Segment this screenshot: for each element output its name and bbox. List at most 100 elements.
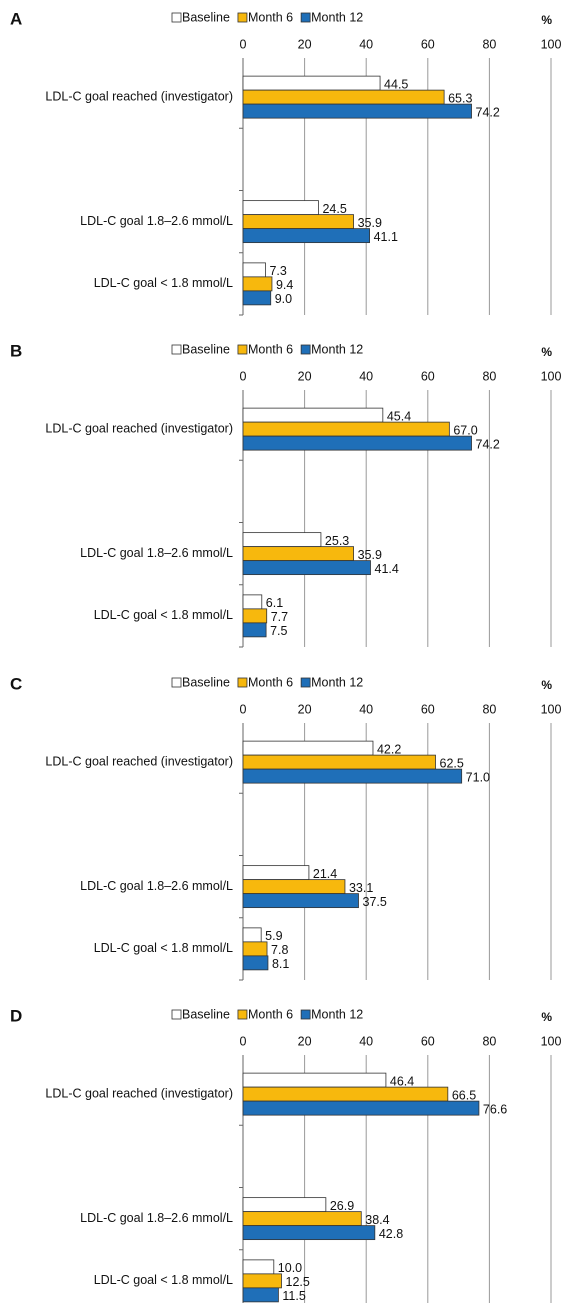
x-tick-label: 100 — [541, 1034, 562, 1048]
value-label: 11.5 — [282, 1289, 305, 1303]
bar — [242, 1100, 480, 1116]
bar — [242, 1211, 362, 1227]
value-label: 35.9 — [358, 548, 382, 562]
value-label: 7.7 — [271, 610, 288, 624]
value-label: 74.2 — [476, 105, 500, 119]
x-tick-label: 20 — [298, 37, 312, 51]
value-label: 46.4 — [390, 1074, 414, 1088]
category-label: LDL-C goal < 1.8 mmol/L — [94, 608, 233, 622]
category-label: LDL-C goal reached (investigator) — [45, 1086, 233, 1100]
category-label: LDL-C goal 1.8–2.6 mmol/L — [80, 879, 233, 893]
category-label: LDL-C goal < 1.8 mmol/L — [94, 941, 233, 955]
axis-unit: % — [541, 345, 552, 359]
panel-label: B — [10, 341, 22, 360]
x-tick-label: 20 — [298, 702, 312, 716]
value-label: 10.0 — [278, 1261, 302, 1275]
axis-unit: % — [541, 1010, 552, 1024]
x-tick-label: 0 — [240, 702, 247, 716]
category-label: LDL-C goal reached (investigator) — [45, 754, 233, 768]
legend-swatch — [171, 677, 182, 688]
legend-label: Month 12 — [311, 675, 363, 689]
bar — [242, 532, 322, 548]
bar — [242, 103, 472, 119]
x-tick-label: 100 — [541, 702, 562, 716]
category-label: LDL-C goal reached (investigator) — [45, 421, 233, 435]
bar — [242, 768, 463, 784]
bar — [242, 407, 384, 423]
x-tick-label: 40 — [359, 369, 373, 383]
x-tick-label: 80 — [482, 369, 496, 383]
bar — [242, 594, 263, 610]
value-label: 26.9 — [330, 1199, 354, 1213]
legend-label: Month 6 — [248, 342, 293, 356]
legend-swatch — [171, 1009, 182, 1020]
value-label: 66.5 — [452, 1088, 476, 1102]
x-tick-label: 80 — [482, 37, 496, 51]
legend-swatch — [300, 12, 311, 23]
bar — [242, 608, 268, 624]
bar — [242, 879, 346, 895]
value-label: 5.9 — [265, 929, 282, 943]
bar — [242, 941, 268, 957]
category-label: LDL-C goal 1.8–2.6 mmol/L — [80, 546, 233, 560]
value-label: 25.3 — [325, 534, 349, 548]
x-tick-label: 60 — [421, 702, 435, 716]
bar — [242, 290, 272, 306]
panel-label: D — [10, 1006, 22, 1025]
x-tick-label: 100 — [541, 37, 562, 51]
bar — [242, 622, 267, 638]
bar — [242, 546, 354, 562]
bar — [242, 740, 374, 756]
bar — [242, 200, 319, 216]
value-label: 74.2 — [476, 437, 500, 451]
bar — [242, 927, 262, 943]
bar — [242, 1197, 327, 1213]
legend-label: Month 6 — [248, 675, 293, 689]
x-tick-label: 100 — [541, 369, 562, 383]
bar — [242, 754, 436, 770]
category-label: LDL-C goal 1.8–2.6 mmol/L — [80, 1211, 233, 1225]
legend-swatch — [237, 1009, 248, 1020]
legend-label: Baseline — [182, 10, 230, 24]
bar — [242, 262, 266, 278]
value-label: 76.6 — [483, 1102, 507, 1116]
bar — [242, 560, 371, 576]
value-label: 71.0 — [466, 770, 490, 784]
value-label: 44.5 — [384, 77, 408, 91]
bar — [242, 1273, 282, 1289]
bar — [242, 955, 269, 971]
bar — [242, 1072, 387, 1088]
legend-label: Month 6 — [248, 1007, 293, 1021]
value-label: 65.3 — [448, 91, 472, 105]
category-label: LDL-C goal reached (investigator) — [45, 89, 233, 103]
legend-label: Baseline — [182, 675, 230, 689]
category-label: LDL-C goal < 1.8 mmol/L — [94, 276, 233, 290]
value-label: 42.2 — [377, 742, 401, 756]
legend-label: Month 6 — [248, 10, 293, 24]
value-label: 37.5 — [363, 895, 387, 909]
bar — [242, 435, 472, 451]
bar — [242, 89, 445, 105]
value-label: 9.4 — [276, 278, 293, 292]
bar — [242, 228, 370, 244]
value-label: 33.1 — [349, 881, 373, 895]
value-label: 7.3 — [269, 264, 286, 278]
x-tick-label: 0 — [240, 1034, 247, 1048]
legend-label: Month 12 — [311, 10, 363, 24]
legend-swatch — [300, 344, 311, 355]
value-label: 8.1 — [272, 957, 289, 971]
x-tick-label: 40 — [359, 702, 373, 716]
value-label: 62.5 — [440, 756, 464, 770]
legend-label: Month 12 — [311, 1007, 363, 1021]
value-label: 6.1 — [266, 596, 283, 610]
x-tick-label: 80 — [482, 1034, 496, 1048]
legend-swatch — [300, 677, 311, 688]
panel-label: C — [10, 674, 22, 693]
legend-label: Baseline — [182, 1007, 230, 1021]
value-label: 42.8 — [379, 1227, 403, 1241]
bar — [242, 1225, 376, 1241]
x-tick-label: 60 — [421, 369, 435, 383]
value-label: 7.8 — [271, 943, 288, 957]
